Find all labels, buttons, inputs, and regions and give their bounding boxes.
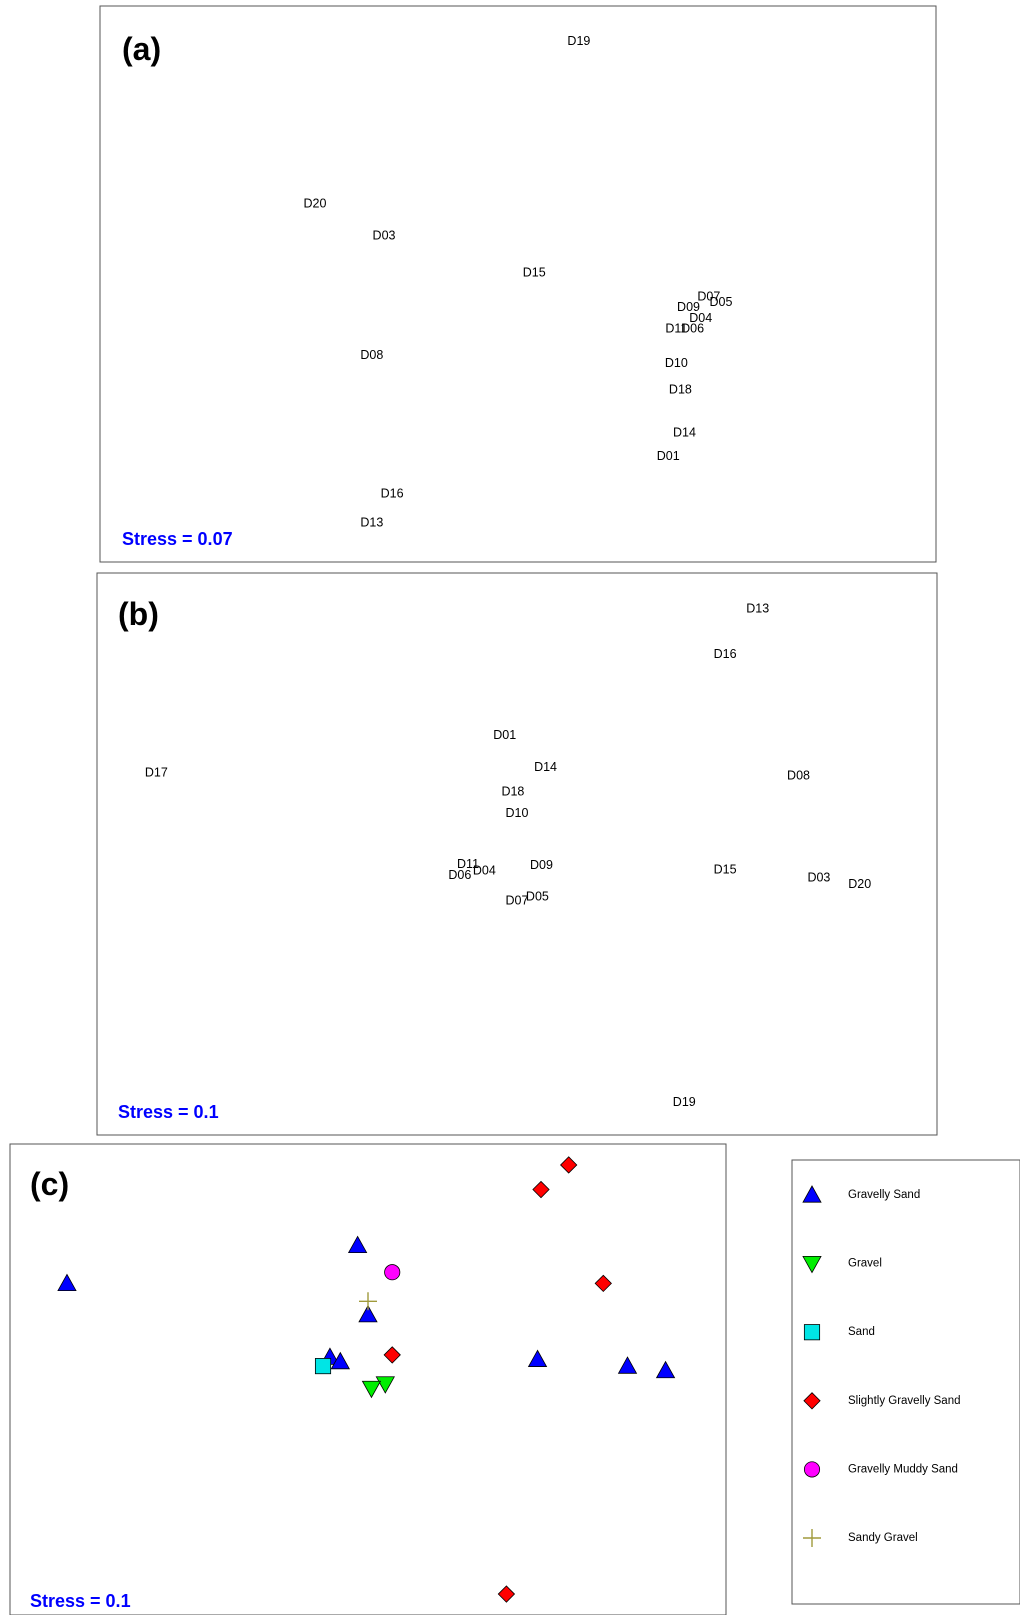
panel-c-frame xyxy=(9,1143,727,1615)
legend: Gravelly Sand Gravel Sand Slightly Gravelly… xyxy=(791,1159,1020,1605)
panel-a: (a) Stress = 0.07 D19D20D03D15D07D05D09D… xyxy=(99,5,937,563)
point-label-d19: D19 xyxy=(567,34,590,48)
point-label-d06: D06 xyxy=(681,322,704,336)
legend-marker-sand xyxy=(803,1324,821,1341)
point-label-d18: D18 xyxy=(501,784,524,798)
legend-marker-gravel xyxy=(802,1256,822,1274)
marker-sand xyxy=(314,1358,332,1375)
marker-gravelly-sand xyxy=(330,1351,350,1370)
panel-a-frame xyxy=(99,5,937,563)
marker-gravelly-muddy-sand xyxy=(384,1264,401,1281)
point-label-d20: D20 xyxy=(848,877,871,891)
marker-gravelly-sand xyxy=(57,1273,77,1291)
marker-slightly-gravelly-sand xyxy=(560,1156,578,1174)
legend-marker-gravelly-sand xyxy=(802,1185,822,1203)
marker-slightly-gravelly-sand xyxy=(383,1346,401,1364)
marker-slightly-gravelly-sand xyxy=(594,1274,612,1293)
point-label-d09: D09 xyxy=(530,858,553,872)
point-label-d04: D04 xyxy=(473,864,496,878)
point-label-d06: D06 xyxy=(448,868,471,882)
point-label-d01: D01 xyxy=(657,449,680,463)
point-label-d16: D16 xyxy=(714,647,737,661)
point-label-d16: D16 xyxy=(381,486,404,500)
marker-slightly-gravelly-sand xyxy=(532,1180,550,1199)
legend-marker-slightly-gravelly-sand xyxy=(803,1392,821,1410)
legend-marker-sandy-gravel xyxy=(803,1529,821,1547)
point-label-d01: D01 xyxy=(493,728,516,742)
panel-c-label: (c) xyxy=(30,1166,69,1202)
point-label-d10: D10 xyxy=(665,356,688,370)
legend-frame xyxy=(791,1159,1020,1605)
point-label-d05: D05 xyxy=(526,889,549,903)
marker-gravelly-sand xyxy=(617,1356,638,1374)
panel-a-label: (a) xyxy=(122,31,161,67)
point-label-d15: D15 xyxy=(523,266,546,280)
panel-b-label: (b) xyxy=(118,596,159,632)
panel-b-stress: Stress = 0.1 xyxy=(118,1102,219,1122)
panel-a-stress: Stress = 0.07 xyxy=(122,529,233,549)
legend-label-sandy-gravel: Sandy Gravel xyxy=(848,1532,918,1544)
point-label-d13: D13 xyxy=(360,516,383,530)
point-label-d14: D14 xyxy=(534,760,557,774)
panel-c: (c) Stress = 0.1 xyxy=(9,1143,727,1615)
point-label-d11: D11 xyxy=(457,857,479,871)
point-label-d08: D08 xyxy=(787,768,810,782)
marker-gravel xyxy=(361,1380,382,1399)
point-label-d03: D03 xyxy=(373,228,396,242)
panel-c-points xyxy=(57,1156,676,1603)
point-label-d08: D08 xyxy=(360,348,383,362)
point-label-d04: D04 xyxy=(689,311,712,325)
legend-label-gravel: Gravel xyxy=(848,1258,882,1270)
point-label-d05: D05 xyxy=(710,295,733,309)
point-label-d10: D10 xyxy=(506,806,529,820)
point-label-d11: D11 xyxy=(665,322,687,336)
legend-label-gravelly-muddy-sand: Gravelly Muddy Sand xyxy=(848,1463,958,1475)
marker-gravelly-sand xyxy=(358,1304,378,1323)
point-label-d15: D15 xyxy=(714,862,737,876)
legend-label-slightly-gravelly-sand: Slightly Gravelly Sand xyxy=(848,1395,961,1407)
point-label-d18: D18 xyxy=(669,383,692,397)
marker-gravel xyxy=(375,1376,395,1394)
legend-items: Gravelly Sand Gravel Sand Slightly Gravelly… xyxy=(802,1185,961,1547)
panel-b-frame xyxy=(96,572,938,1136)
point-label-d07: D07 xyxy=(697,290,720,304)
point-label-d03: D03 xyxy=(807,871,830,885)
point-label-d07: D07 xyxy=(506,894,529,908)
panel-c-stress: Stress = 0.1 xyxy=(30,1591,131,1611)
point-label-d14: D14 xyxy=(673,425,696,439)
point-label-d19: D19 xyxy=(673,1095,696,1109)
point-label-d17: D17 xyxy=(145,766,168,780)
point-label-d20: D20 xyxy=(304,196,327,210)
legend-marker-gravelly-muddy-sand xyxy=(803,1461,821,1478)
marker-gravelly-sand xyxy=(655,1360,676,1379)
marker-gravelly-sand xyxy=(347,1235,368,1253)
point-label-d13: D13 xyxy=(746,602,769,616)
legend-label-sand: Sand xyxy=(848,1326,875,1338)
marker-sandy-gravel xyxy=(359,1292,377,1311)
legend-label-gravelly-sand: Gravelly Sand xyxy=(848,1189,920,1201)
marker-slightly-gravelly-sand xyxy=(497,1585,516,1603)
marker-gravelly-sand xyxy=(527,1349,548,1367)
point-label-d09: D09 xyxy=(677,300,700,314)
